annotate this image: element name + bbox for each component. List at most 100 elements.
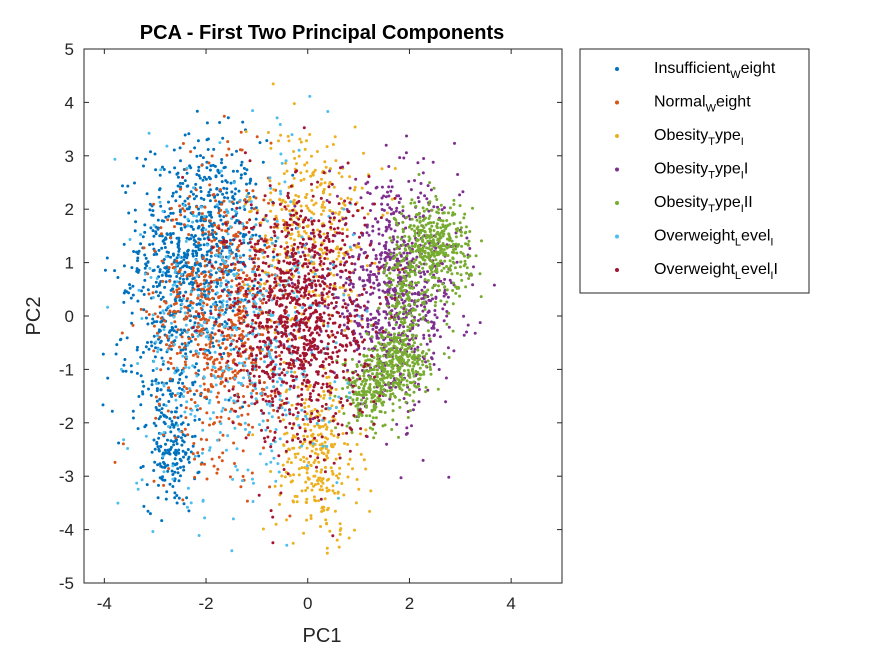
data-point bbox=[444, 400, 448, 404]
data-point bbox=[377, 341, 381, 345]
data-point bbox=[150, 383, 154, 387]
data-point bbox=[178, 210, 182, 214]
data-point bbox=[422, 157, 426, 160]
data-point bbox=[371, 427, 375, 431]
data-point bbox=[215, 471, 219, 475]
data-point bbox=[202, 243, 206, 247]
data-point bbox=[409, 323, 413, 327]
data-point bbox=[342, 412, 346, 415]
data-point bbox=[443, 303, 447, 306]
data-point bbox=[196, 334, 200, 338]
data-point bbox=[171, 191, 175, 195]
data-point bbox=[385, 261, 389, 265]
data-point bbox=[278, 197, 282, 201]
data-point bbox=[277, 416, 281, 420]
data-point bbox=[394, 355, 398, 359]
data-point bbox=[347, 293, 351, 297]
data-point bbox=[226, 305, 230, 309]
data-point bbox=[184, 365, 188, 369]
data-point bbox=[177, 239, 181, 243]
data-point bbox=[135, 481, 139, 485]
data-point bbox=[208, 351, 212, 355]
data-point bbox=[309, 174, 313, 178]
data-point bbox=[178, 195, 182, 199]
data-point bbox=[267, 245, 271, 249]
data-point bbox=[279, 152, 283, 156]
data-point bbox=[382, 208, 386, 212]
data-point bbox=[429, 254, 433, 258]
data-point bbox=[295, 500, 299, 504]
data-point bbox=[122, 300, 126, 304]
data-point bbox=[191, 364, 195, 368]
data-point bbox=[390, 294, 394, 297]
data-point bbox=[423, 305, 427, 309]
data-point bbox=[174, 335, 178, 339]
data-point bbox=[202, 278, 206, 282]
data-point bbox=[142, 164, 145, 168]
data-point bbox=[307, 290, 311, 294]
data-point bbox=[433, 333, 436, 337]
data-point bbox=[458, 193, 462, 197]
data-point bbox=[460, 278, 464, 282]
data-point bbox=[221, 272, 225, 276]
data-point bbox=[265, 352, 269, 356]
data-point bbox=[246, 468, 250, 472]
data-point bbox=[306, 259, 310, 262]
data-point bbox=[174, 301, 178, 305]
data-point bbox=[274, 428, 278, 431]
data-point bbox=[391, 374, 395, 378]
data-point bbox=[158, 311, 162, 315]
data-point bbox=[234, 214, 238, 218]
data-point bbox=[251, 267, 255, 271]
data-point bbox=[369, 239, 373, 243]
data-point bbox=[200, 287, 204, 291]
data-point bbox=[191, 266, 195, 270]
data-point bbox=[156, 350, 160, 354]
data-point bbox=[328, 180, 332, 184]
data-point bbox=[164, 451, 168, 455]
data-point bbox=[267, 201, 271, 205]
data-point bbox=[170, 240, 174, 244]
data-point bbox=[135, 156, 139, 160]
data-point bbox=[228, 410, 232, 413]
data-point bbox=[360, 393, 364, 397]
data-point bbox=[227, 333, 231, 337]
data-point bbox=[437, 264, 441, 267]
data-point bbox=[195, 154, 199, 158]
data-point bbox=[465, 236, 469, 240]
data-point bbox=[345, 424, 349, 428]
data-point bbox=[293, 370, 297, 374]
data-point bbox=[394, 336, 398, 340]
data-point bbox=[341, 217, 345, 221]
data-point bbox=[390, 370, 394, 374]
data-point bbox=[411, 344, 415, 348]
data-point bbox=[269, 209, 273, 213]
data-point bbox=[291, 317, 294, 320]
data-point bbox=[230, 200, 234, 204]
data-point bbox=[458, 204, 462, 208]
data-point bbox=[194, 371, 198, 375]
data-point bbox=[310, 210, 314, 214]
data-point bbox=[313, 436, 317, 440]
data-point bbox=[285, 388, 289, 392]
data-point bbox=[424, 216, 427, 220]
data-point bbox=[301, 306, 304, 310]
data-point bbox=[143, 223, 147, 227]
data-point bbox=[290, 133, 294, 137]
data-point bbox=[226, 288, 230, 292]
data-point bbox=[222, 114, 226, 118]
data-point bbox=[478, 321, 482, 325]
data-point bbox=[208, 446, 212, 450]
data-point bbox=[245, 189, 249, 192]
data-point bbox=[278, 394, 282, 398]
data-point bbox=[366, 325, 370, 329]
data-point bbox=[336, 476, 340, 480]
data-point bbox=[188, 303, 192, 307]
data-point bbox=[205, 243, 209, 247]
data-point bbox=[251, 389, 255, 393]
data-point bbox=[160, 519, 164, 523]
data-point bbox=[325, 145, 329, 149]
data-point bbox=[208, 199, 212, 203]
data-point bbox=[415, 360, 419, 364]
data-point bbox=[274, 239, 278, 243]
